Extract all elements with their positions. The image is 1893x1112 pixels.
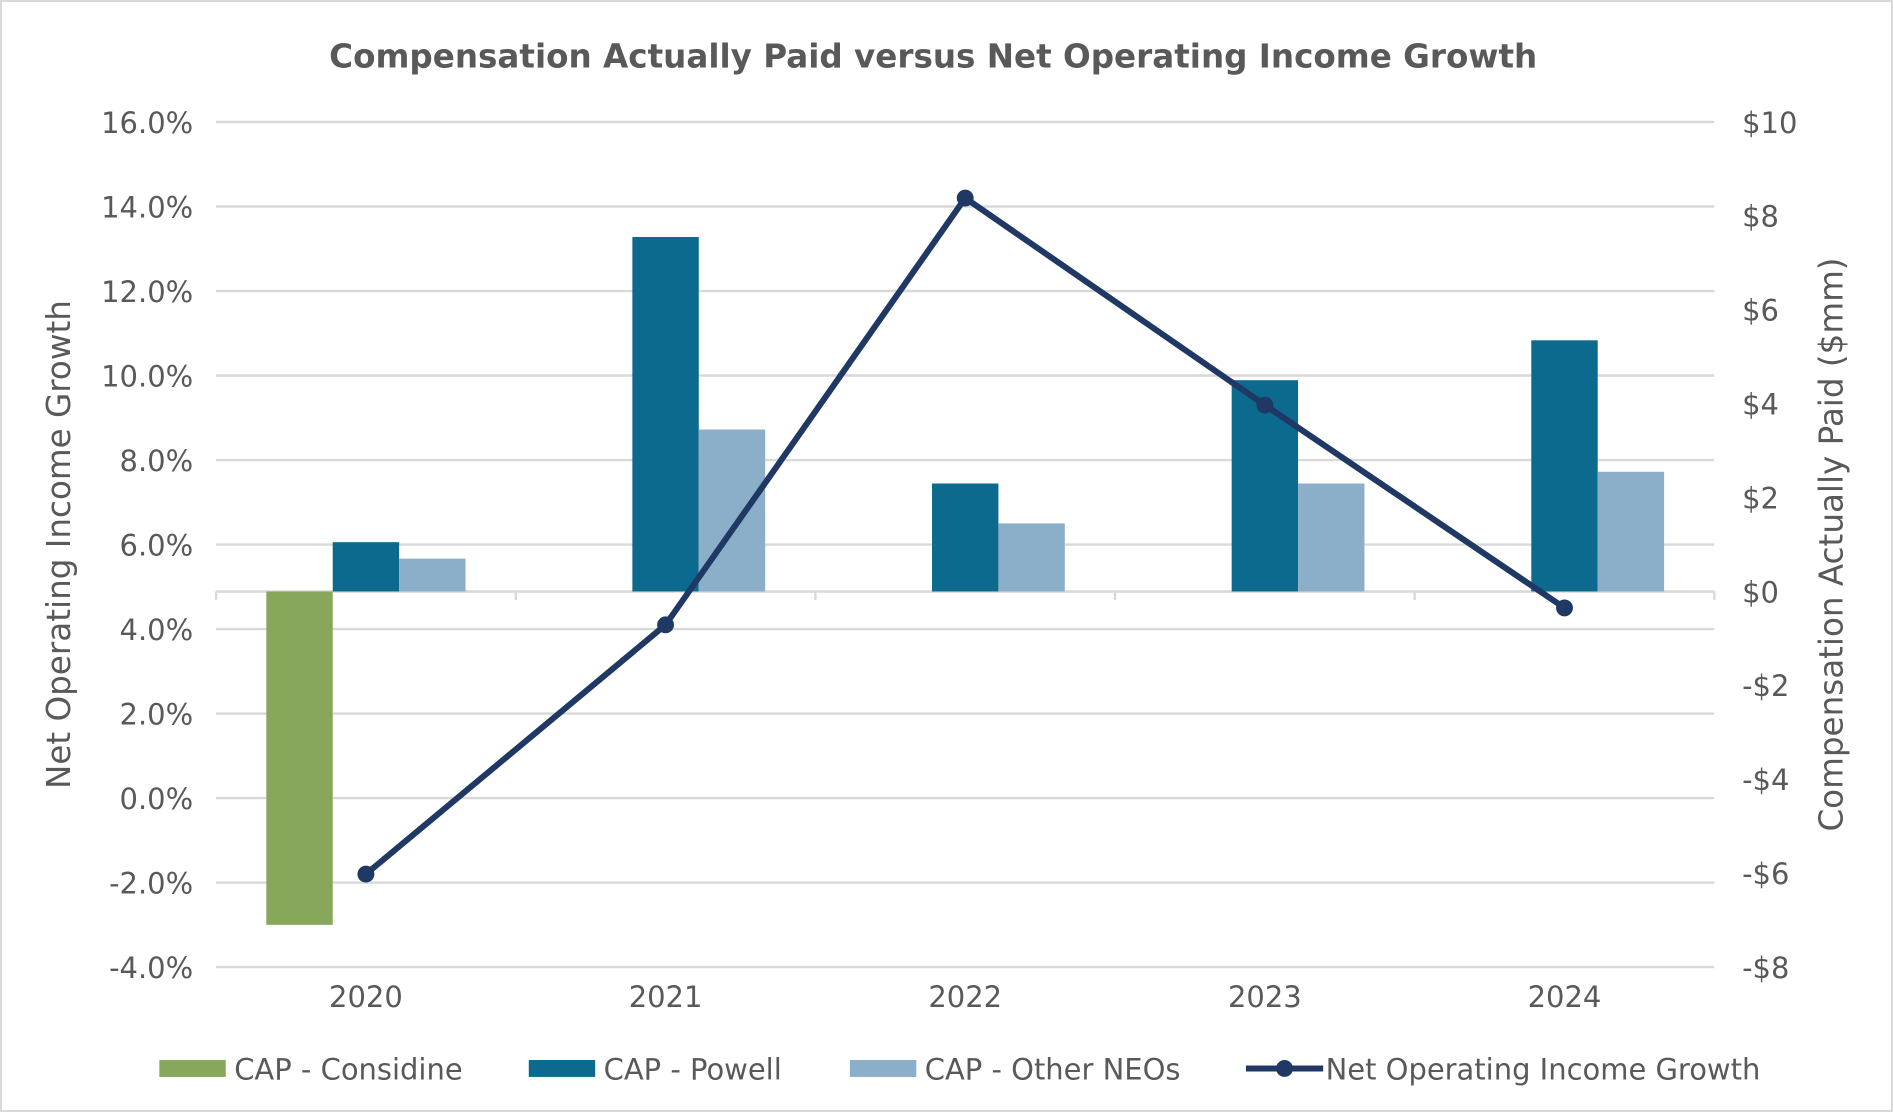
- bar-cap-powell: [932, 483, 999, 592]
- left-tick-label: 12.0%: [101, 275, 193, 309]
- left-tick-label: 4.0%: [120, 613, 194, 647]
- left-tick-label: -2.0%: [109, 866, 193, 900]
- line-point: [1256, 396, 1274, 414]
- right-tick-label: $2: [1742, 481, 1779, 515]
- legend-label: CAP - Powell: [604, 1052, 782, 1086]
- category-label: 2021: [629, 980, 703, 1014]
- line-point: [956, 189, 974, 207]
- bar-cap-considine: [266, 591, 333, 925]
- chart-title: Compensation Actually Paid versus Net Op…: [329, 38, 1537, 76]
- bar-cap-powell: [332, 542, 400, 592]
- right-tick-label: $8: [1742, 200, 1779, 234]
- right-tick-label: $6: [1742, 294, 1779, 328]
- category-label: 2024: [1528, 980, 1602, 1014]
- left-tick-label: -4.0%: [109, 951, 193, 985]
- right-tick-label: -$2: [1742, 669, 1789, 703]
- right-tick-label: $0: [1742, 575, 1779, 609]
- right-axis-label: Compensation Actually Paid ($mm): [1812, 257, 1850, 831]
- right-tick-label: $10: [1742, 106, 1797, 140]
- bar-cap-powell: [1231, 380, 1299, 592]
- left-tick-label: 8.0%: [120, 444, 194, 478]
- category-label: 2023: [1228, 980, 1302, 1014]
- left-tick-label: 16.0%: [101, 106, 193, 140]
- right-tick-label: $4: [1742, 388, 1779, 422]
- left-tick-label: 14.0%: [101, 190, 193, 224]
- left-tick-label: 0.0%: [120, 782, 194, 816]
- legend-label: CAP - Considine: [234, 1052, 462, 1086]
- bar-cap-other-neos: [1597, 471, 1665, 592]
- legend-swatch: [849, 1060, 917, 1077]
- legend-swatch: [528, 1060, 596, 1077]
- right-tick-label: -$4: [1742, 763, 1789, 797]
- line-point: [357, 865, 375, 883]
- bar-cap-powell: [1531, 340, 1598, 592]
- right-tick-label: -$6: [1742, 857, 1789, 891]
- left-tick-label: 2.0%: [120, 697, 194, 731]
- line-point: [1556, 599, 1573, 617]
- line-point: [657, 616, 675, 634]
- right-tick-label: -$8: [1742, 951, 1789, 985]
- category-label: 2022: [928, 980, 1002, 1014]
- left-axis-label: Net Operating Income Growth: [40, 300, 78, 789]
- bar-cap-powell: [632, 237, 699, 592]
- bar-cap-other-neos: [998, 523, 1065, 592]
- legend-swatch: [159, 1060, 226, 1077]
- left-tick-label: 6.0%: [120, 528, 194, 562]
- legend-label: CAP - Other NEOs: [925, 1052, 1181, 1086]
- bar-cap-other-neos: [399, 558, 466, 592]
- legend-label: Net Operating Income Growth: [1326, 1052, 1761, 1086]
- legend-marker: [1276, 1060, 1293, 1077]
- bar-cap-other-neos: [1298, 483, 1365, 592]
- left-tick-label: 10.0%: [101, 359, 193, 393]
- category-label: 2020: [329, 980, 403, 1014]
